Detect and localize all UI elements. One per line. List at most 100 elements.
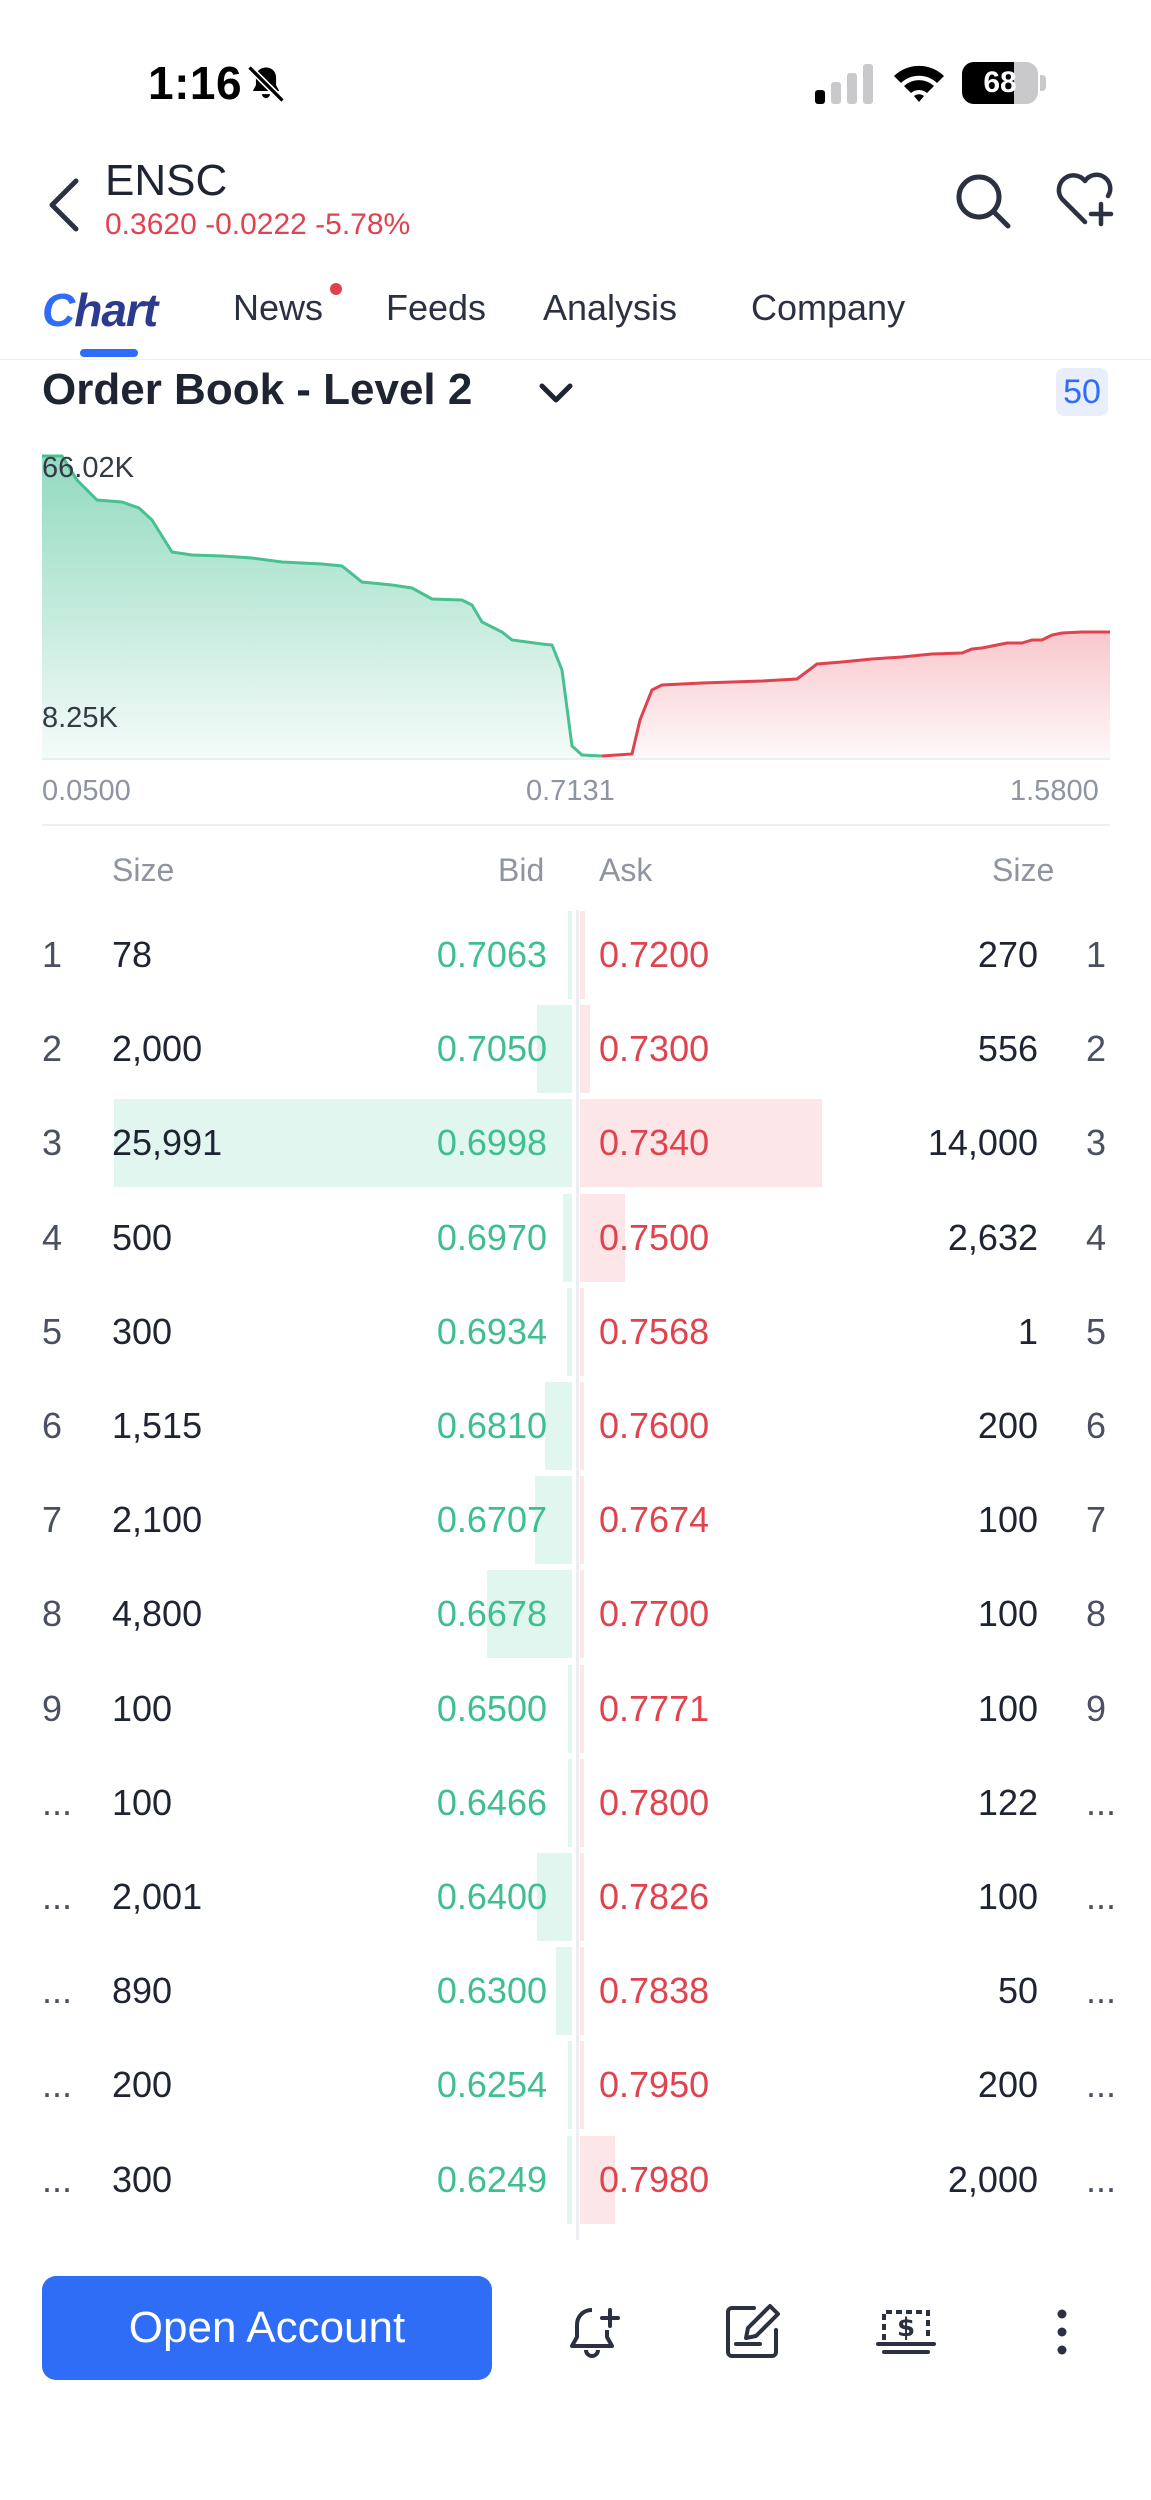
- bid-level-number: 8: [42, 1593, 63, 1635]
- order-book-row[interactable]: 8 4,800 0.6678 0.7700 100 8: [0, 1567, 1151, 1661]
- ask-price: 0.7800: [599, 1781, 710, 1823]
- tab-news[interactable]: News: [233, 287, 324, 328]
- tab-company[interactable]: Company: [751, 287, 906, 328]
- x-axis-mid-label: 0.7131: [526, 775, 615, 807]
- bid-level-number: 6: [42, 1405, 63, 1446]
- bid-level-number: 3: [42, 1122, 63, 1164]
- order-book-row[interactable]: 7 2,100 0.6707 0.7674 100 7: [0, 1473, 1151, 1567]
- bid-depth-bar: [114, 1099, 572, 1188]
- ask-size: 556: [977, 1028, 1038, 1070]
- ask-size-header: Size: [992, 852, 1055, 888]
- bid-depth-line: [42, 454, 603, 758]
- ask-size: 100: [977, 1593, 1038, 1635]
- order-book-title[interactable]: Order Book - Level 2: [42, 365, 473, 414]
- bid-size: 25,991: [112, 1122, 223, 1164]
- order-book-row[interactable]: 3 25,991 0.6998 0.7340 14,000 3: [0, 1096, 1151, 1190]
- bid-price: 0.6300: [436, 1970, 547, 2012]
- wifi-icon: [894, 65, 944, 102]
- battery-level: 68: [983, 66, 1017, 99]
- bid-level-number: ...: [42, 1970, 73, 2012]
- heart-plus-icon[interactable]: [1054, 168, 1116, 230]
- chevron-down-icon[interactable]: [534, 372, 578, 416]
- trade-icon[interactable]: $: [874, 2300, 938, 2364]
- bid-level-number: 4: [42, 1216, 63, 1258]
- tab-chart[interactable]: Chart: [42, 283, 158, 337]
- chart-x-axis: [42, 758, 1110, 760]
- order-book-row[interactable]: 4 500 0.6970 0.7500 2,632 4: [0, 1191, 1151, 1285]
- ask-depth-bar: [580, 1005, 590, 1094]
- bid-level-number: 5: [42, 1310, 63, 1352]
- ask-level-number: 1: [1086, 934, 1107, 975]
- bid-size: 78: [112, 934, 153, 975]
- back-button[interactable]: [38, 172, 90, 238]
- order-book-row[interactable]: 1 78 0.7063 0.7200 270 1: [0, 908, 1151, 1002]
- ask-depth-bar: [580, 911, 585, 999]
- ask-level-number: 3: [1086, 1122, 1107, 1164]
- stock-header: ENSC 0.3620 -0.0222 -5.78%: [0, 150, 1151, 270]
- order-book-row[interactable]: ... 100 0.6466 0.7800 122...: [0, 1756, 1151, 1850]
- bid-price: 0.6998: [436, 1122, 547, 1164]
- order-book-row[interactable]: ... 200 0.6254 0.7950 200...: [0, 2038, 1151, 2132]
- x-axis-right-label: 1.5800: [1010, 775, 1099, 807]
- status-time: 1:16: [148, 57, 243, 109]
- bid-price: 0.6707: [436, 1499, 547, 1541]
- bid-depth-bar: [536, 1853, 572, 1941]
- bid-size: 2,000: [112, 1028, 203, 1070]
- order-book-row[interactable]: ... 2,001 0.6400 0.7826 100...: [0, 1850, 1151, 1944]
- order-book-row[interactable]: ... 890 0.6300 0.7838 50...: [0, 1944, 1151, 2038]
- back-icon: [49, 178, 79, 232]
- tab-feeds[interactable]: Feeds: [386, 287, 487, 328]
- ask-depth-bar: [580, 2041, 584, 2130]
- order-book-row[interactable]: 2 2,000 0.7050 0.7300 556 2: [0, 1002, 1151, 1096]
- ask-depth-bar: [580, 1664, 584, 1753]
- bid-size: 300: [112, 1310, 173, 1352]
- bid-size: 300: [112, 2158, 173, 2200]
- bid-level-number: ...: [42, 1781, 73, 1823]
- ask-size: 122: [977, 1781, 1038, 1823]
- ask-depth-bar: [580, 2135, 615, 2224]
- ask-size: 270: [977, 934, 1038, 975]
- more-vertical-icon[interactable]: [1040, 2300, 1104, 2364]
- depth-selector[interactable]: 50: [1056, 368, 1108, 416]
- open-account-button[interactable]: Open Account: [42, 2276, 492, 2380]
- edit-note-icon[interactable]: [720, 2300, 784, 2364]
- ask-level-number: ...: [1086, 1876, 1117, 1917]
- ask-price: 0.7838: [599, 1970, 710, 2012]
- bid-price: 0.6249: [436, 2158, 547, 2200]
- search-icon[interactable]: [952, 170, 1014, 232]
- bid-level-number: 9: [42, 1687, 63, 1729]
- ask-price: 0.7674: [599, 1499, 710, 1541]
- ask-level-number: ...: [1086, 1970, 1117, 2012]
- active-tab-indicator: [80, 349, 138, 357]
- order-book-row[interactable]: 9 100 0.6500 0.7771 100 9: [0, 1662, 1151, 1756]
- ask-size: 100: [977, 1687, 1038, 1729]
- battery-indicator: 68: [962, 62, 1046, 104]
- bid-size: 100: [112, 1781, 173, 1823]
- bell-off-icon: [247, 65, 285, 103]
- bid-price: 0.7050: [436, 1028, 547, 1070]
- ask-size: 14,000: [927, 1122, 1038, 1164]
- order-book-row[interactable]: 6 1,515 0.6810 0.7600 200 6: [0, 1379, 1151, 1473]
- ask-depth-line: [601, 630, 1110, 758]
- ticker-symbol: ENSC: [105, 156, 228, 205]
- bid-price: 0.6400: [436, 1876, 547, 1917]
- ask-depth-bar: [580, 1193, 626, 1282]
- bid-size: 890: [112, 1970, 173, 2012]
- bid-level-number: 7: [42, 1499, 63, 1541]
- order-book-row[interactable]: 5 300 0.6934 0.7568 1 5: [0, 1285, 1151, 1379]
- ask-level-number: 6: [1086, 1405, 1107, 1446]
- bid-price: 0.6934: [436, 1310, 547, 1352]
- bid-price: 0.6678: [436, 1593, 547, 1635]
- bid-size: 2,100: [112, 1499, 203, 1541]
- ask-level-number: 9: [1086, 1687, 1107, 1729]
- bid-size: 1,515: [112, 1405, 203, 1446]
- ask-level-number: ...: [1086, 1781, 1117, 1823]
- ask-price: 0.7826: [599, 1876, 710, 1917]
- order-book-row[interactable]: ... 300 0.6249 0.7980 2,000...: [0, 2133, 1151, 2227]
- bell-plus-icon[interactable]: [562, 2300, 626, 2364]
- news-notification-dot: [330, 283, 342, 295]
- divider: [42, 824, 1110, 826]
- bid-price: 0.6970: [436, 1216, 547, 1258]
- tab-analysis[interactable]: Analysis: [543, 287, 678, 328]
